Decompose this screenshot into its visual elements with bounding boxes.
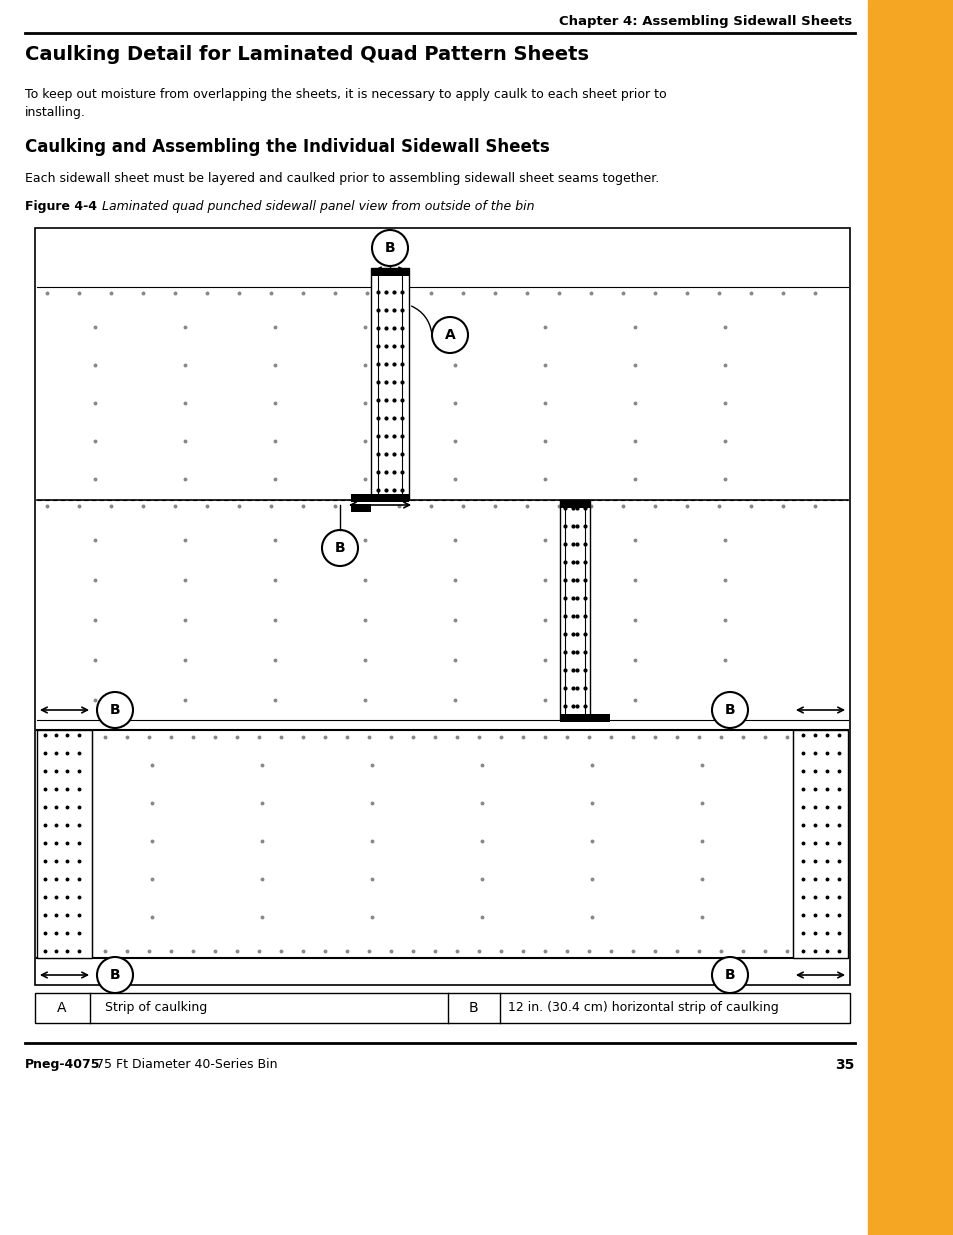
Bar — [559, 500, 589, 720]
Bar — [351, 504, 371, 513]
Bar — [792, 730, 847, 958]
Text: B: B — [468, 1002, 477, 1015]
Text: Strip of caulking: Strip of caulking — [105, 1002, 207, 1014]
Text: 12 in. (30.4 cm) horizontal strip of caulking: 12 in. (30.4 cm) horizontal strip of cau… — [507, 1002, 778, 1014]
Text: B: B — [110, 968, 120, 982]
Text: A: A — [444, 329, 455, 342]
Text: B: B — [384, 241, 395, 254]
Text: B: B — [724, 968, 735, 982]
Text: 35: 35 — [835, 1058, 854, 1072]
Bar — [371, 268, 409, 275]
Circle shape — [322, 530, 357, 566]
Bar — [35, 993, 849, 1023]
Circle shape — [97, 957, 132, 993]
Text: B: B — [110, 703, 120, 718]
Text: Pneg-4075: Pneg-4075 — [25, 1058, 100, 1071]
Bar — [371, 268, 409, 500]
Circle shape — [711, 692, 747, 727]
Text: B: B — [335, 541, 345, 555]
Circle shape — [372, 230, 408, 266]
Text: Chapter 4: Assembling Sidewall Sheets: Chapter 4: Assembling Sidewall Sheets — [558, 15, 851, 28]
Text: Caulking and Assembling the Individual Sidewall Sheets: Caulking and Assembling the Individual S… — [25, 138, 549, 156]
Text: B: B — [724, 703, 735, 718]
Text: Caulking Detail for Laminated Quad Pattern Sheets: Caulking Detail for Laminated Quad Patte… — [25, 44, 588, 64]
Text: Figure 4-4: Figure 4-4 — [25, 200, 97, 212]
Text: 75 Ft Diameter 40-Series Bin: 75 Ft Diameter 40-Series Bin — [91, 1058, 277, 1071]
Text: A: A — [57, 1002, 67, 1015]
Circle shape — [432, 317, 468, 353]
Circle shape — [97, 692, 132, 727]
Bar — [37, 730, 91, 958]
Bar — [867, 0, 953, 1235]
Bar — [351, 494, 409, 501]
Bar — [559, 500, 589, 508]
Circle shape — [711, 957, 747, 993]
Text: Laminated quad punched sidewall panel view from outside of the bin: Laminated quad punched sidewall panel vi… — [98, 200, 534, 212]
Text: To keep out moisture from overlapping the sheets, it is necessary to apply caulk: To keep out moisture from overlapping th… — [25, 88, 666, 119]
Text: Each sidewall sheet must be layered and caulked prior to assembling sidewall she: Each sidewall sheet must be layered and … — [25, 172, 659, 185]
Bar — [559, 714, 609, 722]
Bar — [35, 228, 849, 986]
